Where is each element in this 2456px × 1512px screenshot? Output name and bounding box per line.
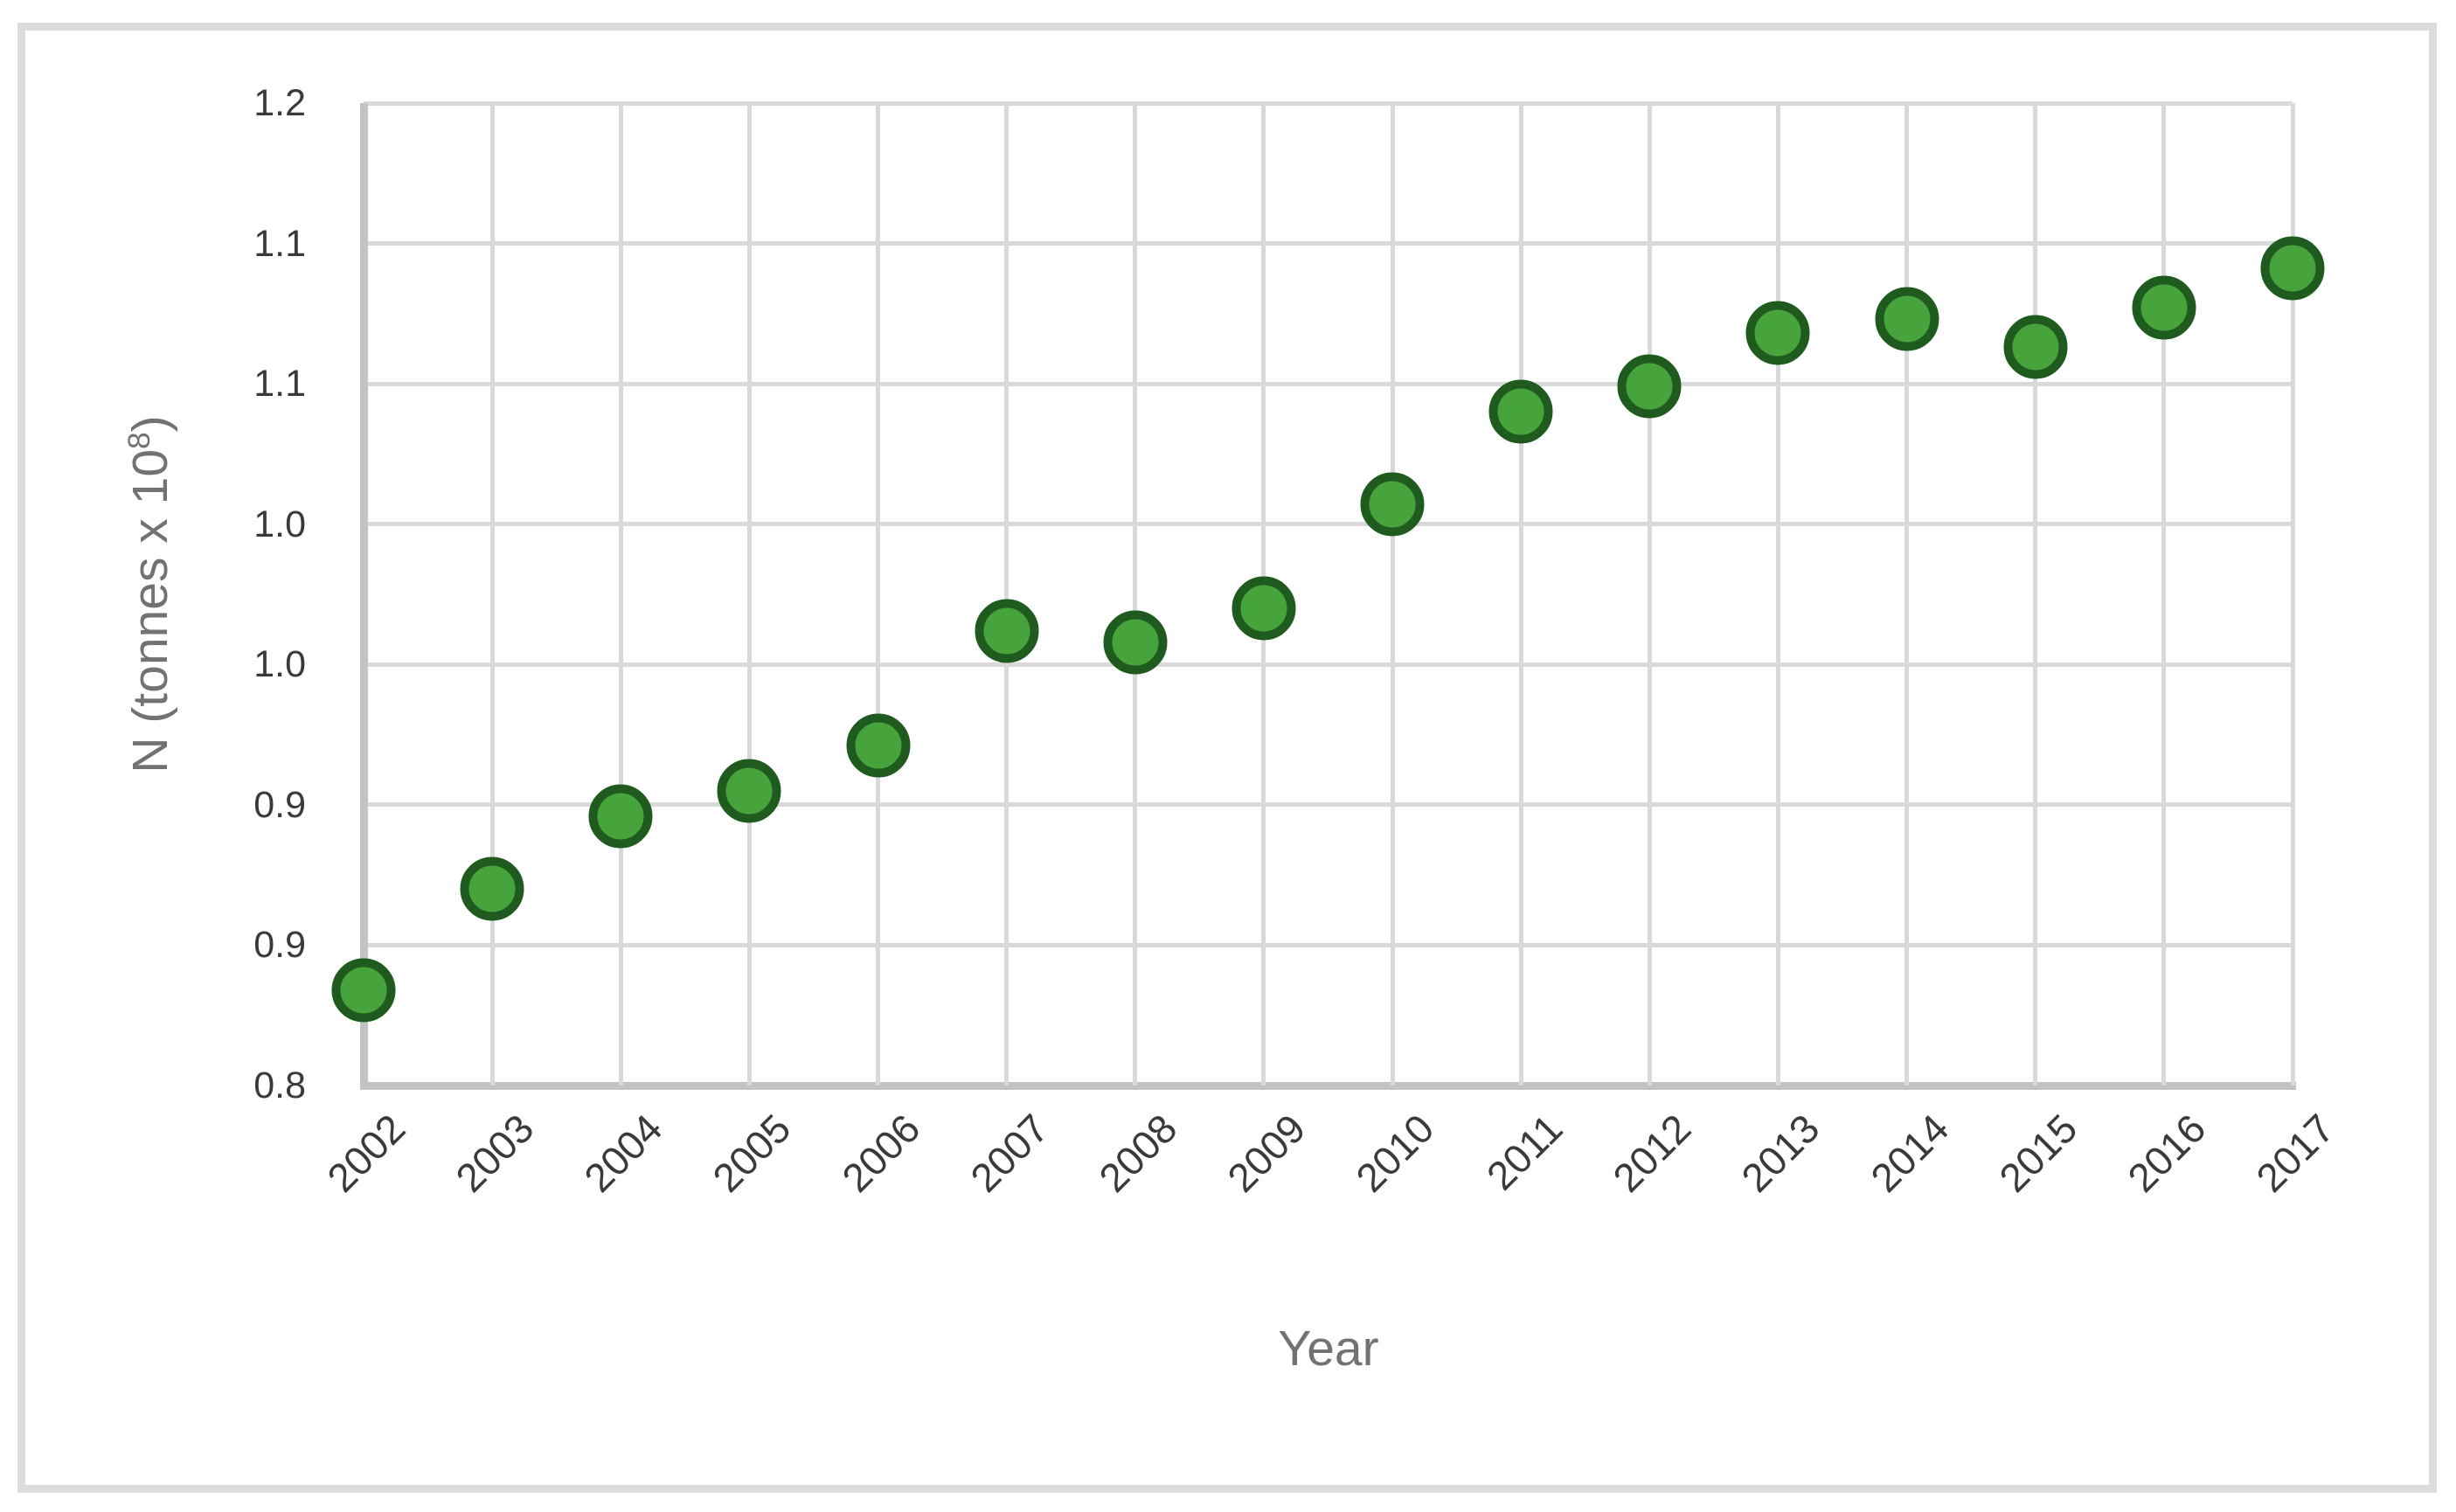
gridline-horizontal (364, 241, 2293, 246)
x-tick-label: 2015 (1990, 1105, 2086, 1201)
data-point-2008 (1103, 610, 1168, 675)
x-tick-label: 2013 (1732, 1105, 1828, 1201)
gridline-vertical (1518, 103, 1523, 1085)
x-tick-label: 2004 (575, 1105, 671, 1201)
gridline-vertical (618, 103, 623, 1085)
data-point-2014 (1875, 287, 1939, 351)
y-axis-title-post: ) (122, 415, 178, 433)
gridline-vertical (1775, 103, 1780, 1085)
y-tick-label: 1.2 (253, 82, 306, 124)
data-point-2013 (1745, 301, 1810, 365)
gridline-vertical (489, 103, 495, 1085)
x-tick-label: 2017 (2247, 1105, 2343, 1201)
gridline-horizontal (364, 802, 2293, 808)
data-point-2006 (846, 713, 911, 778)
gridline-horizontal (364, 662, 2293, 667)
gridline-vertical (1004, 103, 1009, 1085)
data-point-2007 (975, 599, 1039, 663)
data-point-2003 (460, 857, 524, 921)
x-tick-label: 2012 (1604, 1105, 1700, 1201)
y-tick-label: 0.9 (253, 783, 306, 826)
y-tick-label: 0.9 (253, 924, 306, 967)
gridline-vertical (1647, 103, 1652, 1085)
x-tick-label: 2003 (447, 1105, 543, 1201)
y-axis-title: N (tonnes x 108) (121, 415, 179, 773)
data-point-2005 (717, 759, 781, 823)
x-tick-label: 2010 (1347, 1105, 1443, 1201)
gridline-horizontal (364, 101, 2293, 106)
gridline-vertical (2290, 103, 2295, 1085)
x-axis-line (360, 1081, 2296, 1090)
gridline-vertical (1904, 103, 1910, 1085)
gridline-vertical (1390, 103, 1395, 1085)
x-axis-title: Year (1278, 1321, 1379, 1377)
y-tick-label: 1.0 (253, 503, 306, 545)
x-tick-label: 2006 (832, 1105, 929, 1201)
gridline-horizontal (364, 522, 2293, 527)
data-point-2010 (1360, 472, 1425, 537)
y-tick-label: 1.1 (253, 222, 306, 265)
data-point-2017 (2260, 236, 2325, 301)
gridline-vertical (746, 103, 752, 1085)
data-point-2016 (2132, 275, 2196, 340)
y-axis-line (359, 103, 368, 1085)
x-tick-label: 2007 (961, 1105, 1058, 1201)
gridline-vertical (2161, 103, 2167, 1085)
x-tick-label: 2014 (1861, 1105, 1958, 1201)
data-point-2012 (1617, 354, 1682, 419)
y-tick-label: 1.1 (253, 363, 306, 406)
y-tick-label: 1.0 (253, 643, 306, 686)
x-tick-label: 2016 (2119, 1105, 2215, 1201)
data-point-2011 (1488, 379, 1553, 444)
y-axis-title-pre: N (tonnes x 10 (122, 448, 178, 773)
y-tick-label: 0.8 (253, 1065, 306, 1106)
figure-border (17, 23, 2437, 1493)
data-point-2015 (2003, 315, 2068, 379)
x-tick-label: 2009 (1218, 1105, 1315, 1201)
x-tick-label: 2011 (1477, 1105, 1571, 1199)
gridline-vertical (2033, 103, 2038, 1085)
data-point-2004 (588, 784, 653, 849)
x-tick-label: 2008 (1090, 1105, 1186, 1201)
data-point-2002 (331, 958, 396, 1023)
y-axis-title-sup: 8 (122, 432, 156, 449)
gridline-horizontal (364, 381, 2293, 386)
x-tick-label: 2002 (318, 1105, 414, 1201)
gridline-vertical (1133, 103, 1138, 1085)
data-point-2009 (1231, 576, 1296, 641)
gridline-horizontal (364, 942, 2293, 947)
x-tick-label: 2005 (704, 1105, 800, 1201)
gridline-vertical (876, 103, 881, 1085)
